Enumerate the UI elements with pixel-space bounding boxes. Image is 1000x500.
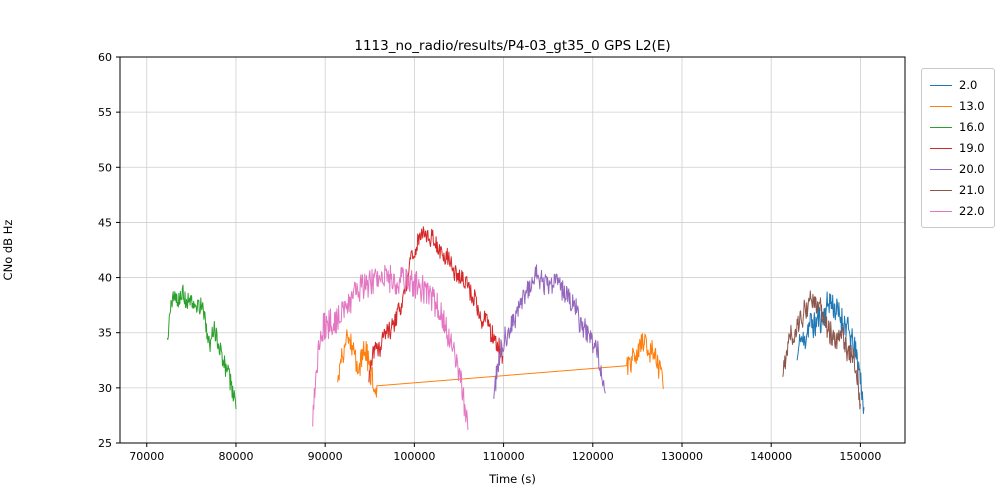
- x-tick-label: 100000: [393, 450, 435, 463]
- x-axis-label: Time (s): [489, 472, 536, 486]
- series-line-13.0: [337, 329, 664, 398]
- legend-item-21.0: 21.0: [930, 180, 986, 201]
- legend-line-swatch: [930, 85, 952, 86]
- legend-item-22.0: 22.0: [930, 201, 986, 222]
- legend-label: 21.0: [959, 182, 985, 197]
- y-tick-label: 35: [98, 327, 112, 340]
- legend-item-19.0: 19.0: [930, 138, 986, 159]
- legend-line-swatch: [930, 106, 952, 107]
- y-tick-label: 40: [98, 272, 112, 285]
- x-tick-label: 130000: [661, 450, 703, 463]
- legend-line-swatch: [930, 211, 952, 212]
- legend-label: 20.0: [959, 161, 985, 176]
- series-line-21.0: [782, 290, 861, 410]
- y-tick-label: 30: [98, 382, 112, 395]
- x-tick-label: 70000: [129, 450, 164, 463]
- y-tick-label: 25: [98, 437, 112, 450]
- legend-line-swatch: [930, 127, 952, 128]
- legend-line-swatch: [930, 169, 952, 170]
- x-tick-label: 110000: [483, 450, 525, 463]
- legend-item-2.0: 2.0: [930, 75, 986, 96]
- legend-line-swatch: [930, 148, 952, 149]
- series-line-19.0: [368, 226, 504, 383]
- series-line-2.0: [796, 291, 865, 414]
- series-line-20.0: [493, 264, 606, 399]
- x-tick-label: 140000: [750, 450, 792, 463]
- legend-label: 13.0: [959, 98, 985, 113]
- x-tick-label: 150000: [839, 450, 881, 463]
- legend-item-16.0: 16.0: [930, 117, 986, 138]
- legend-label: 16.0: [959, 119, 985, 134]
- legend-item-20.0: 20.0: [930, 159, 986, 180]
- x-tick-label: 90000: [308, 450, 343, 463]
- legend-label: 2.0: [959, 77, 978, 92]
- legend-item-13.0: 13.0: [930, 96, 986, 117]
- axes-frame: [119, 56, 906, 444]
- legend-label: 22.0: [959, 203, 985, 218]
- y-tick-label: 50: [98, 161, 112, 174]
- x-tick-label: 80000: [218, 450, 253, 463]
- legend-label: 19.0: [959, 140, 985, 155]
- series-line-16.0: [166, 284, 237, 410]
- y-tick-label: 55: [98, 106, 112, 119]
- legend: 2.0 13.0 16.0 19.0 20.0 21.0 22.0: [921, 68, 995, 228]
- legend-line-swatch: [930, 190, 952, 191]
- chart-title: 1113_no_radio/results/P4-03_gt35_0 GPS L…: [354, 38, 671, 54]
- y-tick-label: 60: [98, 51, 112, 64]
- series-line-22.0: [312, 264, 469, 430]
- y-tick-label: 45: [98, 216, 112, 229]
- x-tick-label: 120000: [572, 450, 614, 463]
